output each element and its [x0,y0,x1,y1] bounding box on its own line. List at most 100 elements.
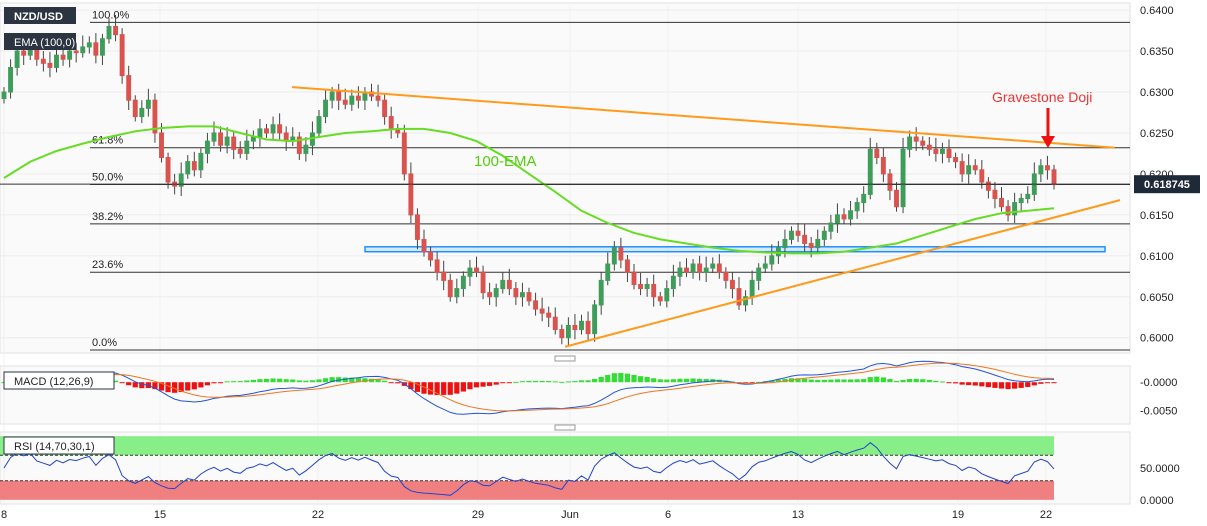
candle-body [257,128,263,138]
candle-body [342,99,348,105]
candle-body [782,238,788,249]
candle-body [743,296,749,306]
resistance-trendline [291,86,1116,149]
candle-body [191,161,197,171]
candle-body [775,247,781,257]
candle-body [336,91,342,101]
macd-histogram-bar [946,382,952,384]
candle-body [729,279,735,290]
macd-histogram-bar [880,377,886,383]
macd-histogram-bar [467,382,473,390]
candle-body [316,116,322,134]
macd-histogram-bar [395,382,401,384]
macd-histogram-bar [257,379,263,383]
macd-histogram-bar [854,379,860,383]
macd-histogram-bar [952,382,959,384]
candle-body [684,267,689,273]
candle-body [106,25,112,40]
candle-body [270,124,276,134]
candle-body [1,91,7,100]
macd-histogram-bar [198,382,204,388]
macd-histogram-bar [598,376,604,383]
macd-histogram-bar [290,379,296,383]
panel-resize-handle [554,424,576,431]
candle-body [67,50,73,60]
macd-histogram-bar [998,382,1005,389]
macd-histogram-bar [237,381,243,383]
support-trendline [564,199,1121,348]
macd-histogram-bar [815,379,821,383]
time-tick-label: 22 [1040,509,1052,521]
macd-histogram-bar [349,377,355,383]
fib-label: 61.8% [92,135,123,147]
macd-histogram-bar [368,378,375,383]
candle-body [657,296,663,302]
macd-histogram-bar [1005,382,1011,390]
rsi-tick-label: 0.0000 [1140,495,1174,507]
macd-histogram-bar [552,381,558,383]
candle-body [867,148,873,195]
candle-body [47,62,53,68]
macd-histogram-bar [874,376,880,383]
candle-body [723,271,729,281]
candle-body [80,46,86,54]
candle-body [605,263,611,281]
macd-histogram-bar [1031,382,1037,386]
candle-body [1012,202,1018,216]
candle-body [198,152,204,171]
candle-body [500,279,506,290]
candle-body [126,75,132,101]
macd-histogram-bar [828,379,834,383]
candle-body [408,173,414,216]
candle-body [920,140,926,146]
candle-body [670,275,676,290]
candle-body [611,247,617,265]
price-tick-label: 0.6400 [1140,5,1174,17]
candle-body [546,312,552,318]
candle-body [303,144,309,154]
time-tick-label: 15 [154,509,166,521]
candle-body [250,136,256,142]
macd-histogram-bar [532,380,539,383]
macd-histogram-bar [1018,382,1024,388]
candle-body [677,267,683,277]
macd-histogram-bar [355,378,361,383]
macd-histogram-bar [664,379,670,383]
candle-body [185,161,191,175]
candle-body [414,214,420,240]
symbol-label: NZD/USD [14,11,63,23]
candle-body [664,288,670,302]
candle-body [972,165,978,171]
macd-histogram-bar [697,378,703,383]
macd-histogram-bar [112,380,119,383]
candle-body [559,329,565,339]
price-tick-label: 0.6000 [1140,333,1174,345]
macd-histogram-bar [119,382,125,384]
macd-histogram-bar [887,379,893,383]
candle-body [703,267,709,273]
macd-histogram-bar [493,382,499,385]
macd-histogram-bar [244,380,250,383]
macd-histogram-bar [172,382,178,393]
candle-body [959,161,965,175]
macd-histogram-bar [342,377,348,383]
macd-histogram-bar [434,382,440,396]
macd-histogram-bar [861,379,867,383]
macd-histogram-bar [224,381,230,383]
macd-histogram-bar [933,380,939,383]
candle-body [447,279,453,298]
macd-histogram-bar [473,382,480,388]
arrow-head [1041,136,1055,148]
candle-body [1044,165,1050,171]
macd-histogram-bar [309,380,316,383]
candle-body [789,230,794,240]
price-tick-label: 0.6050 [1140,292,1174,304]
candle-body [218,132,224,146]
candle-body [638,283,644,290]
candle-body [14,50,20,68]
candle-body [539,308,545,314]
macd-badge [3,371,115,390]
candle-body [631,271,637,285]
